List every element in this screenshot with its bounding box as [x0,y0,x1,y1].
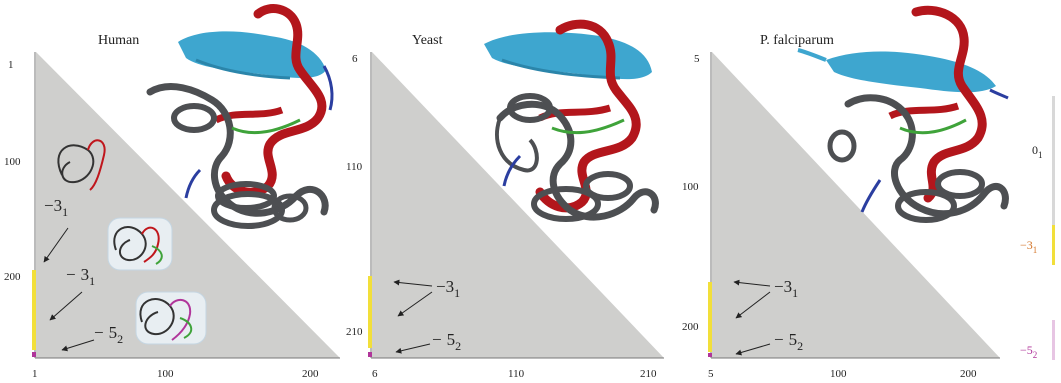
knot-type-value: 5 [447,330,456,349]
knot-type-label: −52 [774,330,803,353]
knot-region-marker [708,282,712,352]
annotation-arrow [733,279,771,287]
knot-type-label: −31 [436,277,460,300]
knot-type-subscript: 1 [454,286,460,300]
knot-type-subscript: 2 [117,332,123,346]
legend-main: −5 [1020,343,1033,357]
annotation-arrow [397,291,433,317]
protein-structure-human [146,4,334,229]
annotation-arrow [735,291,771,319]
knot-type-value: 3 [81,265,90,284]
protein-structure-p-falciparum [797,5,1009,223]
legend-color-bar [1052,320,1055,360]
y-tick-label: 200 [4,271,21,283]
panel-human: Human 1 100 200 1 100 200 −31 −31 −52 [4,4,340,380]
y-tick-label: 100 [682,181,699,193]
knot-type-value: 3 [446,277,455,296]
knot-type-subscript: 1 [89,274,95,288]
annotation-arrow [395,343,431,354]
knot-type-label: −52 [94,323,123,346]
legend-main: −3 [1020,238,1033,252]
x-tick-label: 100 [830,368,847,380]
knot-sketch-trefoil [57,139,106,191]
protein-structure-yeast [484,19,659,222]
knot-region-marker [708,353,712,357]
x-tick-label: 210 [640,368,657,380]
knot-type-value: 5 [109,323,118,342]
legend-main: 0 [1032,143,1038,157]
x-tick-label: 5 [708,368,714,380]
x-tick-label: 200 [302,368,319,380]
knot-type-subscript: 1 [62,205,68,219]
legend-sub: 1 [1033,245,1038,255]
legend-label-minus-3-1: −31 [1020,238,1037,255]
knot-region-marker [32,270,36,350]
knot-type-subscript: 2 [455,339,461,353]
knot-type-label: −31 [66,265,95,288]
panel-yeast: Yeast 6 110 210 6 110 210 −31 −52 [346,19,664,380]
y-tick-label: 100 [4,156,21,168]
knot-region-marker [368,352,372,357]
y-tick-label: 200 [682,321,699,333]
annotation-arrow [735,343,771,356]
knot-region-marker [368,276,372,348]
knot-map-triangle [36,52,340,358]
panel-title: P. falciparum [760,33,834,48]
legend-label-0-1: 01 [1032,143,1043,160]
panel-p-falciparum: P. falciparum 5 100 200 5 100 200 −31 −5… [682,5,1009,380]
legend-color-bar [1052,225,1055,265]
knot-map-triangle [372,52,664,358]
y-tick-label: 210 [346,326,363,338]
knot-type-subscript: 2 [797,339,803,353]
knot-type-legend: 01 −31 −52 [1020,96,1055,360]
legend-label-minus-5-2: −52 [1020,343,1037,360]
annotation-arrow [61,339,95,352]
annotation-arrow [43,227,69,263]
legend-sub: 1 [1038,150,1043,160]
knot-type-label: −52 [432,330,461,353]
x-tick-label: 200 [960,368,977,380]
knot-type-value: 5 [789,330,798,349]
knot-sketch-trefoil-2 [107,217,173,271]
knot-type-subscript: 1 [792,286,798,300]
knot-sketch-52 [135,291,207,345]
knot-type-value: 3 [784,277,793,296]
x-tick-label: 110 [508,368,525,380]
knot-region-marker [32,352,36,357]
y-tick-label: 5 [694,53,700,65]
panel-title: Human [98,33,139,48]
knot-type-value: 3 [54,196,63,215]
legend-sub: 2 [1033,350,1038,360]
y-tick-label: 110 [346,161,363,173]
x-tick-label: 100 [157,368,174,380]
knot-type-label: −31 [44,196,68,219]
x-tick-label: 6 [372,368,378,380]
knot-type-label: −31 [774,277,798,300]
knot-map-triangle [712,52,1000,358]
legend-color-bar [1052,96,1055,246]
annotation-arrow [49,291,83,321]
y-tick-label: 6 [352,53,358,65]
annotation-arrow [393,279,433,287]
x-tick-label: 1 [32,368,38,380]
panel-title: Yeast [412,33,443,48]
y-tick-label: 1 [8,59,14,71]
